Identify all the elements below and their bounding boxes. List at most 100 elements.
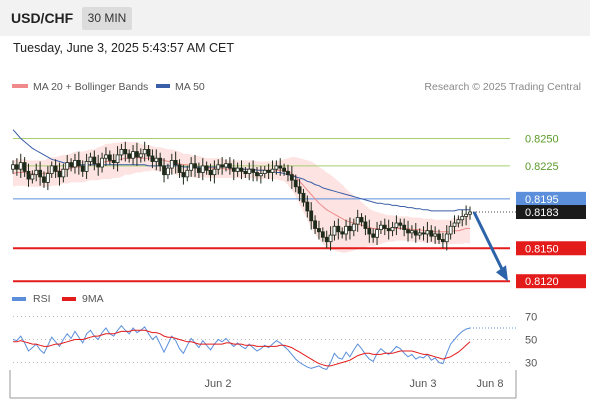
level-label-0.8250: 0.8250 xyxy=(525,133,559,145)
candles-group xyxy=(11,141,472,251)
level-label-bg-0.8150 xyxy=(516,241,586,256)
candle-body xyxy=(355,217,360,225)
candle-body xyxy=(173,160,178,166)
candle-body xyxy=(433,233,438,237)
candle-body xyxy=(204,165,209,171)
candle-body xyxy=(293,179,298,188)
candle-body xyxy=(406,229,410,234)
projection-arrow-line xyxy=(472,211,506,274)
candle-body xyxy=(104,154,108,159)
candle-body xyxy=(45,173,50,183)
candle-body xyxy=(34,169,39,176)
legend-ma50-label: MA 50 xyxy=(175,81,205,93)
rsi-tick-50: 50 xyxy=(525,335,537,347)
level-label-0.8120: 0.8120 xyxy=(525,276,559,288)
candle-body xyxy=(181,172,186,178)
candle-body xyxy=(324,236,329,243)
candle-body xyxy=(30,174,35,180)
chart-datetime: Tuesday, June 3, 2025 5:43:57 AM CET xyxy=(13,41,234,55)
candle-body xyxy=(440,239,445,243)
candle-body xyxy=(189,163,194,171)
candle-body xyxy=(185,169,190,178)
candle-body xyxy=(468,211,472,215)
candle-body xyxy=(150,155,155,162)
rsi-ma-line xyxy=(13,329,471,367)
candle-body xyxy=(289,174,294,181)
candle-body xyxy=(38,169,43,178)
attribution-text: Research © 2025 Trading Central xyxy=(424,81,581,93)
candle-body xyxy=(379,224,383,230)
candle-body xyxy=(142,149,147,155)
level-label-bg-0.8120 xyxy=(516,274,586,289)
candle-body xyxy=(351,223,356,232)
candle-body xyxy=(14,164,19,170)
legend-ma20-swatch xyxy=(12,84,28,88)
candle-body xyxy=(429,230,434,237)
candle-body xyxy=(421,232,426,235)
legend-ma50-swatch xyxy=(156,84,170,88)
candle-body xyxy=(278,165,283,169)
x-tick-Jun-8: Jun 8 xyxy=(477,378,504,390)
candle-body xyxy=(65,162,70,170)
candle-body xyxy=(464,213,469,217)
candle-body xyxy=(258,173,263,177)
symbol-title: USD/CHF xyxy=(11,10,74,26)
candle-body xyxy=(309,210,314,222)
candle-body xyxy=(88,156,93,162)
candle-body xyxy=(49,165,54,174)
level-label-0.8150: 0.8150 xyxy=(525,243,559,255)
candle-body xyxy=(220,164,225,168)
candle-body xyxy=(390,226,395,232)
candle-body xyxy=(328,234,333,243)
candle-body xyxy=(371,233,376,238)
candle-body xyxy=(208,169,213,176)
rsi-line xyxy=(12,324,471,370)
candle-body xyxy=(363,221,368,229)
candle-body xyxy=(417,232,422,236)
candle-body xyxy=(169,160,174,169)
candle-body xyxy=(107,154,112,161)
timeframe-button[interactable]: 30 MIN xyxy=(82,7,132,30)
candle-body xyxy=(336,225,341,233)
candle-body xyxy=(224,163,228,168)
candle-body xyxy=(313,220,317,229)
current-price-label: 0.8183 xyxy=(525,207,559,219)
candle-body xyxy=(154,157,159,162)
candle-body xyxy=(166,167,170,176)
candle-body xyxy=(460,216,465,221)
candle-body xyxy=(359,217,364,223)
candle-body xyxy=(410,230,414,234)
candle-body xyxy=(158,157,163,167)
candle-body xyxy=(92,156,97,165)
candle-body xyxy=(227,163,232,169)
candle-body xyxy=(115,154,120,164)
candle-body xyxy=(235,167,240,172)
candle-body xyxy=(11,164,15,170)
legend-rsi-swatch xyxy=(12,297,26,301)
candle-body xyxy=(127,153,132,159)
candle-body xyxy=(18,162,23,170)
candle-body xyxy=(131,151,135,159)
legend-rsi-label: RSI xyxy=(33,293,51,305)
candle-body xyxy=(61,168,66,178)
candle-body xyxy=(262,169,267,174)
candle-body xyxy=(111,160,116,164)
candle-body xyxy=(282,167,287,172)
candle-body xyxy=(84,161,89,172)
candle-body xyxy=(177,164,182,173)
candle-body xyxy=(274,165,279,170)
candle-body xyxy=(255,172,259,177)
candle-body xyxy=(80,165,85,172)
candle-body xyxy=(317,228,321,233)
current-price-label-bg xyxy=(516,205,586,220)
candle-body xyxy=(251,168,256,173)
candle-body xyxy=(444,233,449,243)
legend-ma20-label: MA 20 + Bollinger Bands xyxy=(33,81,148,93)
candle-body xyxy=(247,168,252,174)
header-bar: USD/CHF 30 MIN xyxy=(0,0,590,36)
candle-body xyxy=(437,233,441,240)
candle-body xyxy=(394,222,399,228)
legend-9ma-swatch xyxy=(62,297,76,301)
level-label-0.8195: 0.8195 xyxy=(525,194,559,206)
